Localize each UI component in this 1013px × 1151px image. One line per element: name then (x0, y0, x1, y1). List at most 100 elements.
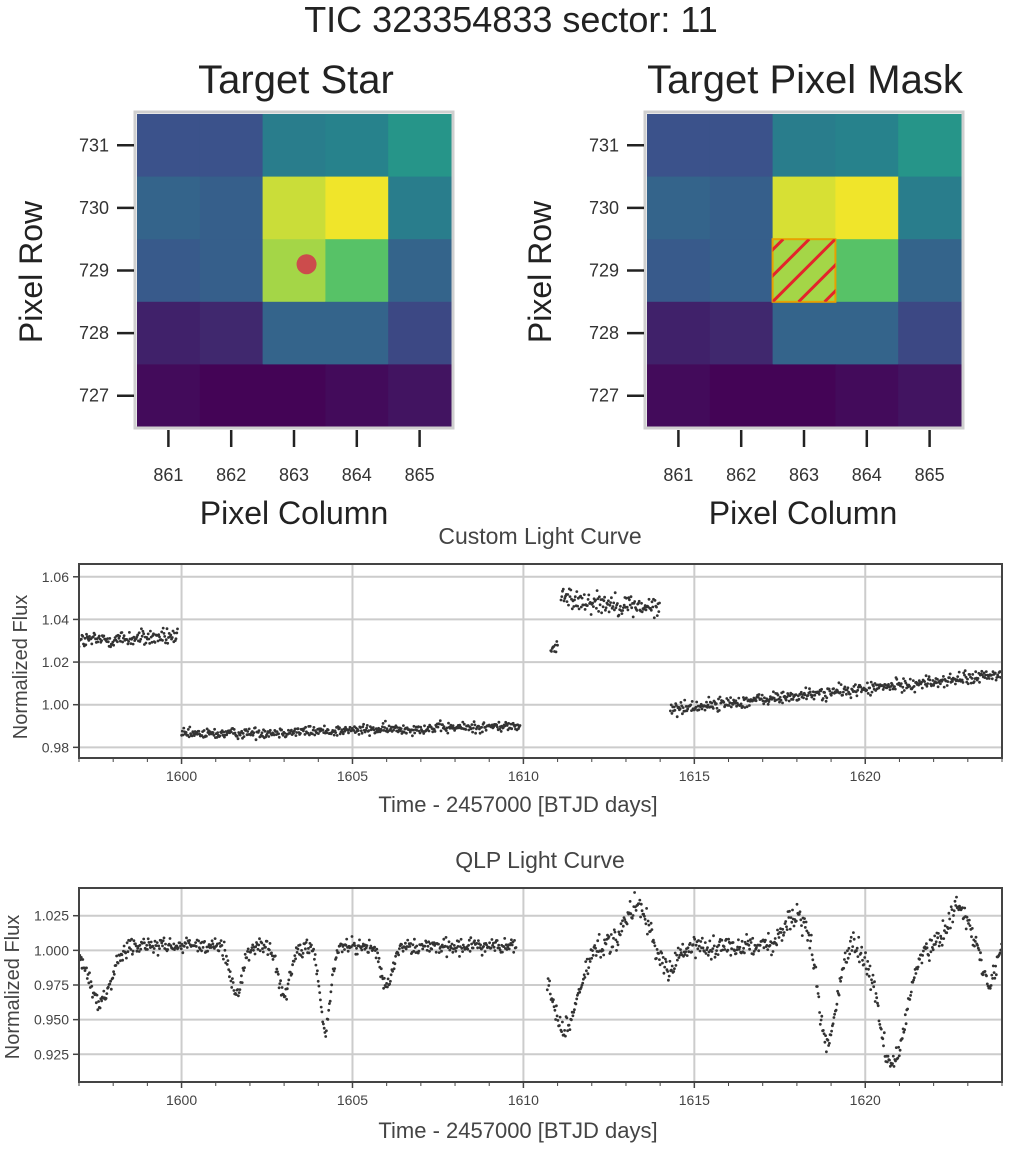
flux-point (691, 943, 695, 947)
flux-point (79, 637, 83, 641)
column-tick-label: 861 (663, 465, 693, 485)
flux-point (942, 937, 946, 940)
flux-point (762, 702, 766, 706)
flux-point (704, 952, 708, 955)
flux-point (771, 950, 775, 953)
flux-point (352, 729, 356, 732)
flux-point (181, 733, 185, 737)
flux-point (799, 918, 803, 922)
flux-point (469, 936, 473, 940)
flux-point (890, 683, 894, 687)
flux-point (109, 987, 113, 991)
flux-point (125, 956, 128, 960)
flux-point (784, 920, 788, 923)
flux-point (461, 720, 465, 724)
flux-point (206, 949, 210, 953)
flux-point (690, 950, 694, 954)
flux-point (217, 949, 221, 953)
flux-point (304, 725, 307, 729)
flux-point (492, 945, 496, 949)
flux-point (225, 954, 228, 958)
flux-point (575, 590, 579, 593)
flux-point (588, 601, 592, 604)
flux-point (855, 949, 858, 953)
flux-point (495, 723, 499, 727)
flux-point (572, 1010, 576, 1014)
flux-point (643, 606, 646, 610)
flux-point (382, 976, 386, 980)
flux-point (499, 730, 503, 733)
flux-point (601, 949, 605, 952)
flux-point (965, 915, 969, 919)
flux-point (510, 938, 513, 942)
flux-point (340, 950, 344, 954)
flux-point (706, 703, 710, 707)
row-tick-label: 729 (589, 261, 619, 281)
y-tick-label: 1.025 (34, 908, 69, 924)
flux-point (722, 700, 726, 704)
flux-point (350, 935, 354, 938)
flux-point (817, 995, 821, 999)
flux-point (866, 692, 870, 695)
flux-point (437, 942, 440, 946)
flux-point (210, 946, 213, 949)
flux-point (790, 920, 794, 924)
flux-point (929, 950, 933, 954)
flux-point (85, 632, 88, 636)
flux-point (778, 695, 782, 699)
flux-point (947, 911, 951, 915)
flux-point (937, 944, 941, 948)
pixel-cell (199, 176, 264, 240)
flux-point (228, 975, 231, 979)
flux-point (79, 956, 83, 959)
flux-point (945, 684, 949, 687)
flux-point (187, 735, 191, 739)
flux-point (594, 946, 597, 950)
flux-point (572, 605, 576, 608)
flux-point (640, 909, 644, 913)
flux-point (652, 616, 656, 620)
pixel-cell (388, 364, 452, 428)
flux-point (150, 640, 154, 644)
flux-point (467, 938, 471, 942)
flux-point (819, 1018, 823, 1022)
flux-point (439, 945, 443, 949)
flux-point (298, 943, 302, 947)
y-tick-label: 1.06 (42, 569, 69, 585)
flux-point (828, 1041, 831, 1045)
flux-point (748, 947, 751, 951)
flux-point (865, 688, 869, 692)
flux-point (482, 945, 485, 948)
flux-point (644, 922, 648, 926)
flux-point (184, 942, 188, 945)
flux-point (757, 696, 760, 699)
flux-point (158, 635, 161, 639)
flux-point (976, 677, 980, 680)
flux-point (870, 981, 874, 985)
flux-point (794, 919, 798, 923)
flux-point (566, 1029, 569, 1033)
flux-point (121, 958, 124, 962)
flux-point (283, 731, 286, 735)
flux-point (553, 1008, 557, 1012)
flux-point (285, 997, 288, 1001)
flux-point (334, 956, 338, 960)
flux-point (678, 953, 682, 957)
flux-point (610, 596, 613, 600)
flux-point (478, 731, 482, 735)
flux-point (993, 671, 997, 675)
flux-point (971, 673, 975, 676)
flux-point (365, 944, 369, 947)
flux-point (514, 946, 518, 949)
flux-point (311, 728, 315, 732)
flux-point (548, 979, 551, 983)
flux-point (261, 950, 265, 954)
flux-point (797, 912, 801, 916)
y-tick-label: 0.975 (34, 977, 69, 993)
flux-point (347, 731, 350, 735)
flux-point (943, 929, 946, 932)
flux-point (166, 948, 170, 951)
pixel-cell (137, 301, 201, 365)
flux-point (946, 927, 950, 930)
flux-point (477, 939, 480, 942)
